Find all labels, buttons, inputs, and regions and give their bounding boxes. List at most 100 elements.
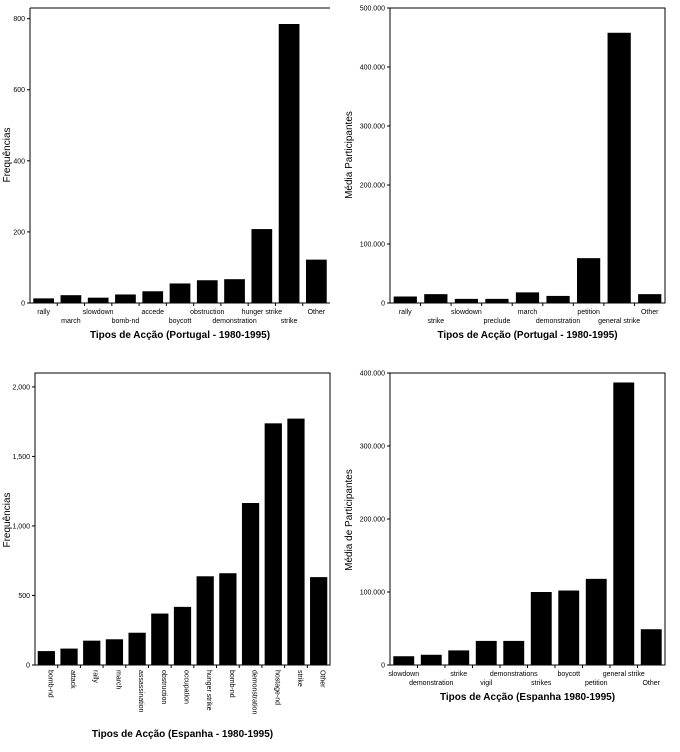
bar [306,259,327,303]
bar [37,651,55,665]
y-tick-label: 0 [26,663,30,670]
bar [196,576,214,665]
bar [546,295,570,303]
bar [115,294,136,303]
y-tick-label: 400.000 [360,65,385,72]
chart-panel-3: 0 500 1,000 1,500 2,000 bomb-nd attack rally mar… [2,372,331,740]
x-category-label: demonstration [409,680,453,687]
x-category-label: rally [92,670,99,683]
bar [515,292,540,303]
bar [196,280,218,303]
y-tick-label: 400 [13,158,25,165]
bar [613,382,635,665]
y-tick-label: 0 [21,301,25,308]
x-category-label: slowdown [388,671,419,678]
bar [278,23,300,303]
y-axis-title: Média Participantes [344,111,355,199]
x-category-label: slowdown [451,309,482,316]
x-category-label: bomb-nd [228,670,235,698]
x-category-label: bomb-nd [112,318,140,325]
bar [60,648,78,665]
x-category-label: demonstration [536,318,580,325]
x-category-label: hunger strike [205,670,212,711]
y-tick-label: 600 [13,87,25,94]
bar [585,578,607,665]
x-category-label: petition [577,309,600,316]
bar [264,423,282,665]
x-category-label: strikes [531,680,552,687]
bar [503,640,525,665]
x-category-label: hunger strike [242,309,283,316]
x-category-label: attack [69,670,76,689]
y-tick-label: 400.000 [360,371,385,378]
x-category-label: march [518,309,538,316]
x-category-label: Other [641,309,659,316]
bar [87,297,109,303]
x-category-label: strike [296,670,303,687]
y-axis-title: Frequências [2,492,13,547]
bar [393,656,415,665]
bar [448,650,470,665]
y-axis-title: Média de Participantes [344,469,355,571]
y-tick-label: 2,000 [12,384,30,391]
x-category-label: demonstration [251,670,258,714]
bar [577,258,601,303]
y-tick-label: 100.000 [360,242,385,249]
y-axis-title: Frequências [2,127,13,182]
bar [105,639,124,665]
x-category-label: demonstration [212,318,256,325]
x-category-label: vigil [480,680,493,687]
y-tick-label: 200 [13,229,25,236]
bar [287,418,305,665]
x-category-label: assassination [137,670,144,713]
bar [310,577,328,665]
x-category-label: Other [642,680,660,687]
x-category-label: Other [308,309,326,316]
x-category-label: general strike [603,671,645,678]
x-category-label: boycott [169,318,192,325]
x-category-label: obstruction [160,670,167,704]
y-tick-label: 1,000 [12,523,30,530]
bar [219,573,237,665]
bar [558,590,580,665]
x-category-label: march [61,318,81,325]
y-tick-label: 500 [18,593,30,600]
bar [638,294,662,303]
x-category-label: Other [319,670,326,688]
x-axis-title: Tipos de Acção (Espanha - 1980-1995) [92,729,273,740]
y-tick-label: 0 [381,663,385,670]
bar [83,640,101,665]
x-category-label: occupation [183,670,190,704]
bar [530,592,552,665]
bar [60,295,82,303]
x-axis-title: Tipos de Acção (Portugal - 1980-1995) [437,330,617,341]
bar [485,298,509,303]
y-tick-label: 300.000 [360,124,385,131]
y-tick-label: 800 [13,16,25,23]
y-tick-label: 1,500 [12,454,30,461]
x-category-label: strike [427,318,444,325]
chart-panel-4: 0 100.000 200.000 300.000 400.000 slowdown dem… [344,371,666,703]
x-category-label: accede [141,309,164,316]
y-tick-label: 500.000 [360,6,385,13]
bar [420,654,442,665]
x-category-label: preclude [484,318,511,325]
chart-panel-2: 0 100.000 200.000 300.000 400.000 500.000 rall… [344,6,666,341]
bar [33,298,54,303]
x-category-label: strike [450,671,467,678]
bar [607,32,631,303]
x-category-label: rally [37,309,50,316]
x-axis-title: Tipos de Acção (Espanha 1980-1995) [440,692,615,703]
bar [424,294,448,303]
y-tick-label: 0 [381,301,385,308]
bar [128,632,146,665]
x-category-label: petition [585,680,608,687]
x-category-label: slowdown [83,309,114,316]
bar [151,613,169,665]
x-category-label: rally [399,309,412,316]
x-category-label: boycott [557,671,580,678]
x-category-label: obstruction [190,309,224,316]
bar [241,503,260,665]
